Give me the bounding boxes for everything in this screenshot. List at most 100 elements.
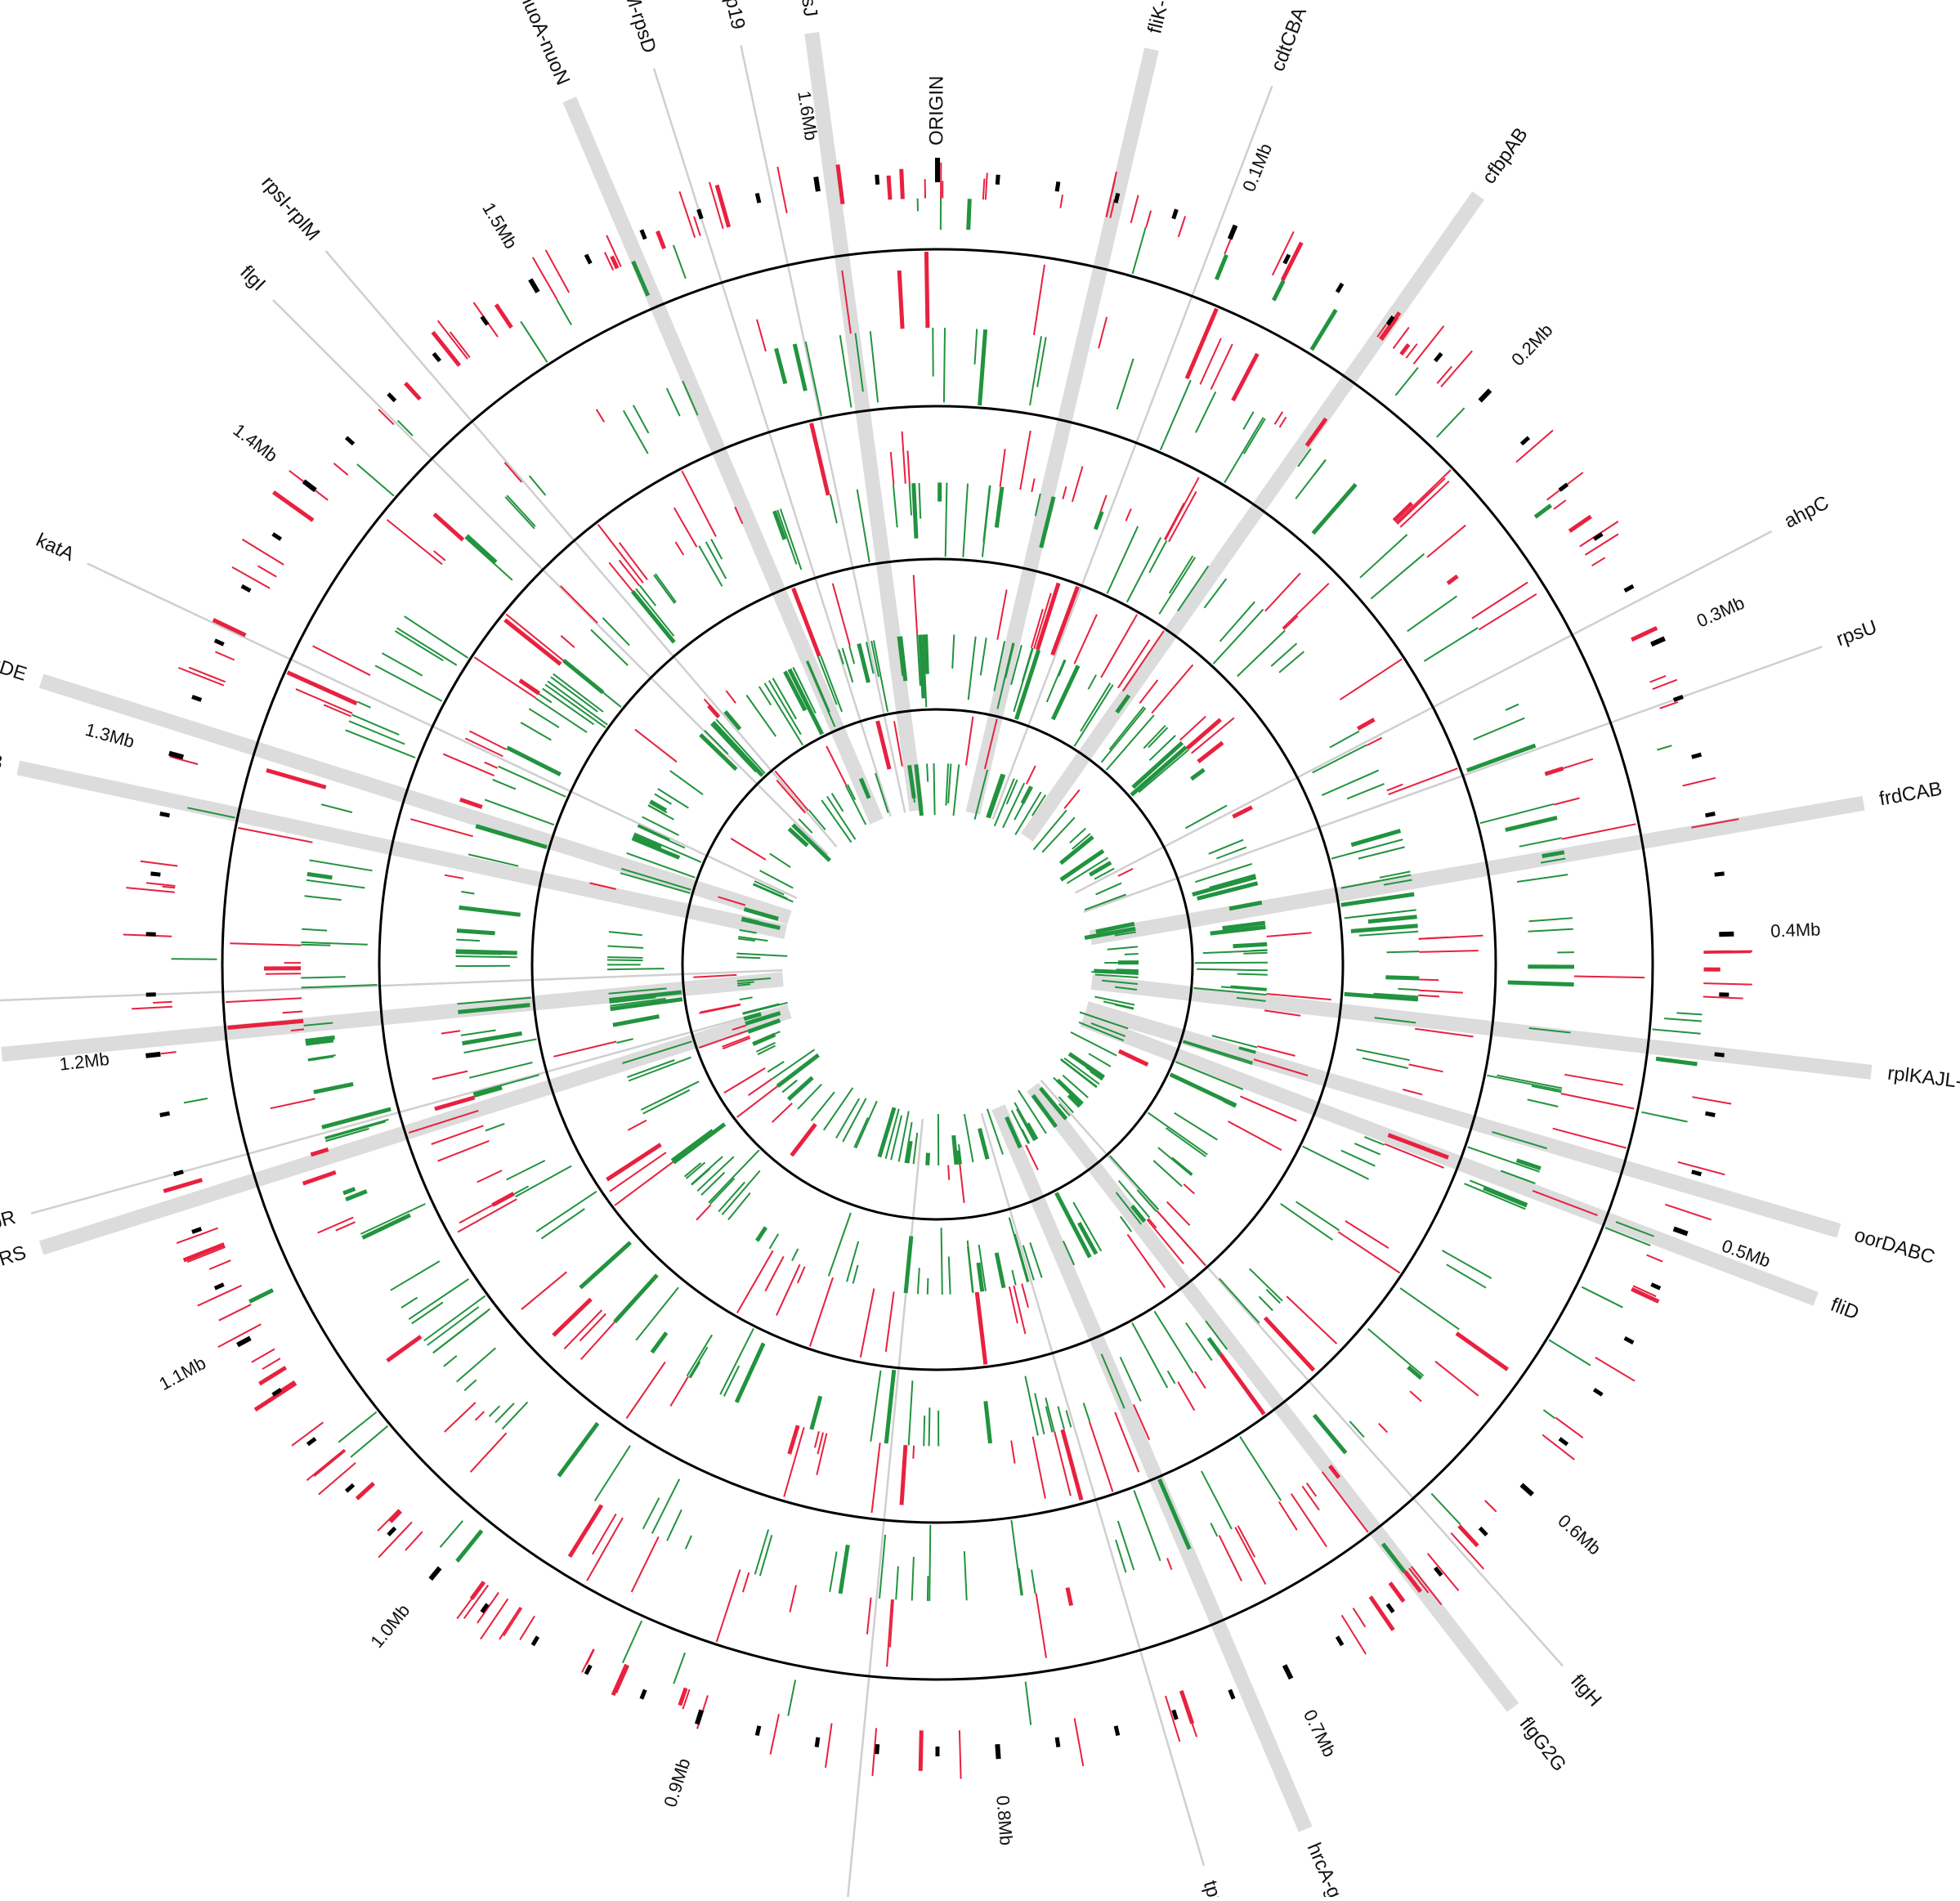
up-bar-3-195 [886, 1292, 894, 1352]
down-bar-1-152 [1360, 535, 1407, 578]
gene-label-12: dccRS [0, 1241, 29, 1280]
down-bar-1-80 [1529, 918, 1573, 921]
up-bar-0-10 [1451, 1533, 1483, 1569]
up-bar-2-78 [891, 452, 894, 485]
up-bar-1-158 [471, 1433, 507, 1472]
down-bar-0-126 [1676, 1013, 1702, 1014]
up-bar-4-157 [772, 1103, 792, 1122]
up-bar-4-100 [1119, 1051, 1148, 1065]
up-bar-1-187 [587, 1518, 623, 1581]
up-bar-2-137 [1020, 431, 1031, 490]
down-bar-3-108 [1148, 727, 1168, 747]
down-bar-1-165 [1313, 485, 1356, 534]
down-bar-1-190 [363, 1215, 410, 1238]
minor-tick-17 [1692, 754, 1702, 757]
down-bar-1-57 [652, 1479, 679, 1534]
up-bar-1-13 [1410, 1391, 1421, 1402]
down-bar-1-10 [896, 1566, 898, 1599]
minor-tick-13 [1594, 534, 1602, 539]
down-bar-2-176 [1209, 1338, 1220, 1354]
up-bar-0-114 [1075, 1718, 1084, 1766]
major-tick-50 [431, 1568, 440, 1579]
down-bar-2-197 [1387, 951, 1420, 952]
highlight-band-16 [1032, 1087, 1513, 1707]
down-bar-2-178 [1385, 977, 1419, 978]
down-bar-2-22 [1250, 1268, 1282, 1300]
down-bar-1-217 [912, 1557, 914, 1601]
down-bar-2-39 [1170, 556, 1193, 593]
down-bar-1-116 [667, 388, 680, 416]
up-bar-0-75 [153, 1002, 172, 1003]
gene-label-22: rpsU [1833, 616, 1880, 651]
up-bar-2-42 [520, 680, 539, 693]
origin-label: ORIGIN [925, 76, 947, 145]
gene-label-6: katA [33, 529, 78, 566]
gene-label-26: fliK-flgDE [1143, 0, 1184, 36]
minor-tick-81 [877, 175, 878, 185]
up-bar-1-34 [1279, 1502, 1297, 1531]
up-bar-4-114 [731, 839, 766, 860]
highlight-band-20 [1092, 982, 1872, 1072]
up-bar-1-92 [1448, 576, 1457, 584]
down-bar-1-89 [964, 1551, 967, 1600]
down-bar-1-59 [444, 1356, 457, 1366]
up-bar-0-104 [613, 1665, 627, 1695]
down-bar-2-71 [1313, 745, 1367, 773]
down-bar-3-93 [608, 946, 643, 948]
down-bar-3-223 [996, 1253, 1004, 1288]
down-bar-1-177 [391, 1261, 440, 1290]
minor-tick-42 [877, 1744, 878, 1754]
minor-tick-7 [1337, 284, 1342, 292]
up-bar-3-103 [798, 1267, 805, 1283]
down-bar-1-62 [870, 331, 878, 402]
down-bar-1-199 [397, 628, 457, 665]
down-bar-1-49 [305, 896, 342, 900]
minor-tick-51 [388, 1528, 395, 1536]
minor-tick-68 [242, 586, 251, 591]
gene-label-14: tpx [1199, 1878, 1228, 1897]
up-bar-0-150 [1703, 997, 1743, 999]
up-bar-0-20 [405, 1532, 423, 1550]
down-bar-2-134 [615, 1275, 657, 1322]
up-bar-1-111 [1479, 594, 1537, 630]
down-bar-3-29 [792, 1249, 798, 1261]
down-bar-2-16 [1368, 917, 1417, 922]
down-bar-1-206 [505, 497, 535, 529]
up-bar-3-229 [1184, 1184, 1194, 1194]
up-bar-0-37 [198, 1286, 242, 1306]
down-bar-2-164 [946, 483, 947, 557]
down-bar-2-120 [893, 485, 897, 527]
minor-tick-39 [1057, 1738, 1058, 1747]
up-bar-0-107 [258, 566, 277, 577]
up-bar-0-159 [1650, 676, 1666, 682]
down-bar-1-131 [1011, 1520, 1021, 1595]
scale-label-10: 1.1Mb [155, 1353, 209, 1394]
down-bar-2-194 [1108, 526, 1139, 593]
up-bar-2-238 [465, 738, 503, 756]
down-bar-2-111 [830, 494, 837, 523]
up-bar-0-90 [694, 217, 700, 236]
down-bar-2-117 [1303, 1147, 1369, 1179]
down-bar-0-73 [788, 1680, 795, 1715]
up-bar-1-139 [1291, 1494, 1327, 1547]
up-bar-1-76 [926, 252, 928, 328]
down-bar-2-202 [1330, 731, 1359, 748]
major-tick-5 [1230, 226, 1236, 239]
up-bar-2-56 [1178, 1382, 1194, 1411]
up-bar-1-127 [717, 1570, 741, 1642]
down-bar-0-163 [1026, 1682, 1031, 1725]
up-bar-1-11 [1167, 1559, 1171, 1570]
down-bar-4-8 [1089, 1053, 1111, 1067]
up-bar-2-26 [1282, 584, 1329, 628]
up-bar-1-213 [1564, 1075, 1623, 1085]
up-bar-1-40 [283, 1012, 303, 1013]
down-bar-3-180 [673, 1124, 725, 1162]
down-bar-3-198 [1192, 770, 1205, 780]
minor-tick-47 [586, 1666, 590, 1675]
down-bar-2-90 [580, 1242, 630, 1288]
down-bar-3-67 [829, 1213, 851, 1276]
up-bar-1-46 [434, 514, 463, 540]
down-bar-3-216 [1058, 660, 1065, 677]
up-bar-4-92 [791, 1125, 815, 1156]
